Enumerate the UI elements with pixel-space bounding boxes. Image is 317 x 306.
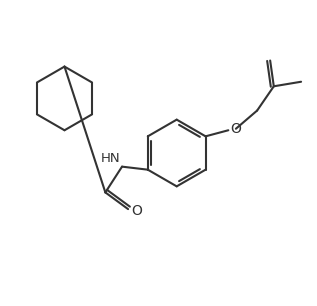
Text: O: O: [231, 122, 242, 136]
Text: HN: HN: [101, 152, 120, 165]
Text: O: O: [132, 203, 143, 218]
